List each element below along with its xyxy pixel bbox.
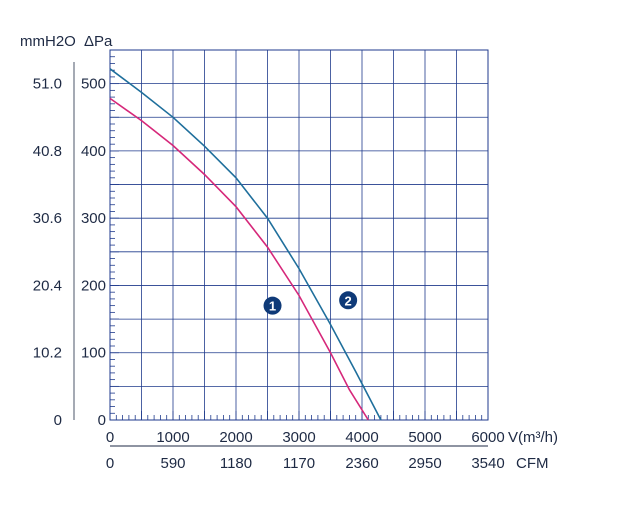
y-tick-label: 100: [81, 345, 106, 362]
y2-tick-label: 40.8: [33, 143, 62, 160]
y-tick-label: 0: [98, 412, 106, 429]
curve-badge-label: 1: [269, 299, 276, 314]
y-tick-label: 400: [81, 143, 106, 160]
cfm-tick-label: 0: [106, 455, 114, 472]
y2-tick-label: 51.0: [33, 76, 62, 93]
cfm-tick-label: 2950: [408, 455, 441, 472]
cfm-tick-label: 1170: [283, 455, 315, 472]
plot-grid: [109, 49, 489, 421]
x-unit-label: V(m³/h): [508, 429, 558, 446]
curve-badge-label: 2: [345, 293, 352, 308]
x-tick-label: 6000: [471, 429, 504, 446]
y2-unit-label: mmH2O: [20, 33, 76, 50]
cfm-tick-label: 590: [160, 455, 185, 472]
curve-badge-2: [339, 291, 358, 310]
y2-tick-label: 0: [54, 412, 62, 429]
performance-curve-1: [109, 97, 369, 421]
x-tick-label: 2000: [219, 429, 252, 446]
cfm-tick-label: 3540: [471, 455, 504, 472]
cfm-tick-label: 1180: [220, 455, 252, 472]
cfm-tick-label: 2360: [345, 455, 378, 472]
cfm-unit-label: CFM: [516, 455, 549, 472]
curves-layer: [109, 68, 382, 421]
y2-tick-label: 30.6: [33, 210, 62, 227]
x-tick-label: 0: [106, 429, 114, 446]
x-tick-label: 3000: [282, 429, 315, 446]
y-tick-label: 500: [81, 76, 106, 93]
performance-curve-2: [109, 68, 382, 421]
y2-tick-label: 20.4: [33, 277, 62, 294]
y-tick-label: 300: [81, 210, 106, 227]
x-tick-label: 4000: [345, 429, 378, 446]
y-unit-label: ΔPa: [84, 33, 113, 50]
x-tick-label: 5000: [408, 429, 441, 446]
x-tick-label: 1000: [156, 429, 189, 446]
curve-badge-1: [263, 296, 282, 315]
y2-tick-label: 10.2: [33, 345, 62, 362]
y-tick-label: 200: [81, 277, 106, 294]
tick-labels: 0100200300400500010.220.430.640.851.0mmH…: [20, 33, 558, 472]
